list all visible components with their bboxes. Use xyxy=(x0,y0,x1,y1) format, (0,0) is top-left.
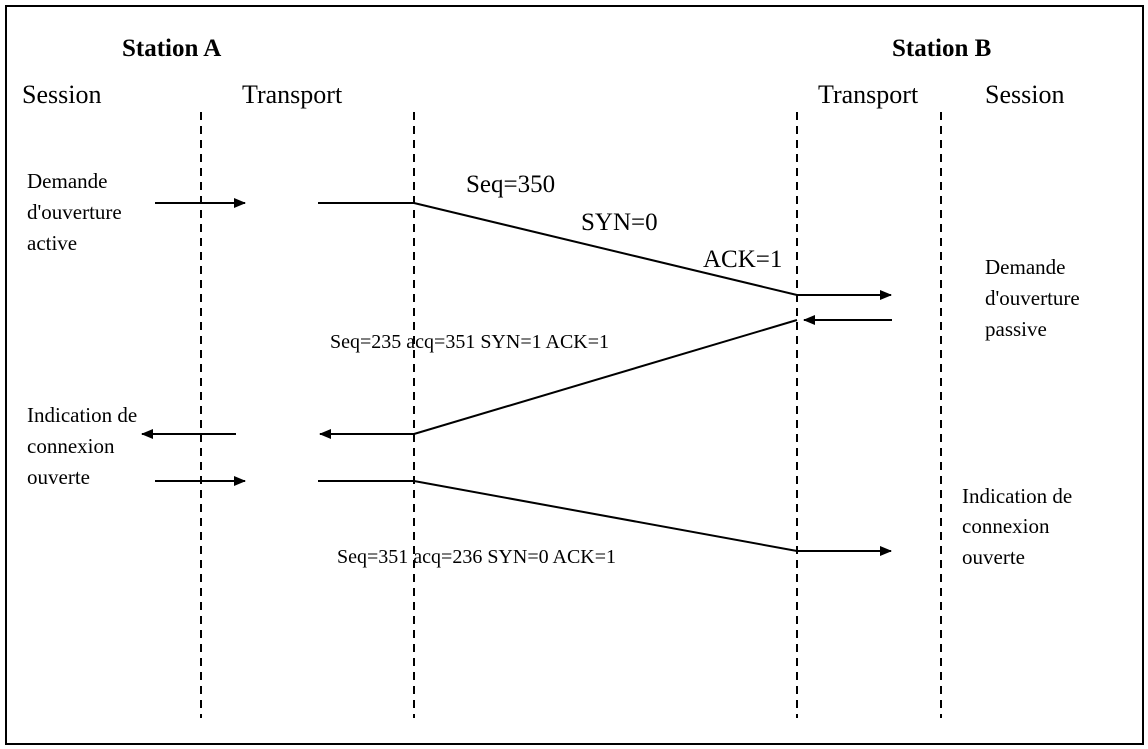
note-active-open-line3: active xyxy=(27,231,77,255)
station-a-transport-label: Transport xyxy=(242,80,343,109)
station-a-title: Station A xyxy=(122,35,221,62)
note-a-indication-line3: ouverte xyxy=(27,465,90,489)
station-a-session-label: Session xyxy=(22,80,101,109)
note-a-indication-line2: connexion xyxy=(27,434,115,458)
message-3-label: Seq=351 acq=236 SYN=0 ACK=1 xyxy=(337,546,616,568)
station-b-transport-label: Transport xyxy=(818,80,919,109)
note-active-open-line2: d'ouverture xyxy=(27,200,122,224)
note-b-indication-line1: Indication de xyxy=(962,484,1072,508)
message-1-syn: SYN=0 xyxy=(581,209,658,236)
message-1-ack: ACK=1 xyxy=(703,246,782,273)
note-b-indication-line2: connexion xyxy=(962,514,1050,538)
note-passive-open-line2: d'ouverture xyxy=(985,286,1080,310)
message-1-line xyxy=(413,202,798,296)
message-2-label: Seq=235 acq=351 SYN=1 ACK=1 xyxy=(330,331,609,353)
message-2-line xyxy=(413,319,798,435)
diagram-frame xyxy=(5,5,1144,745)
station-b-title: Station B xyxy=(892,35,991,62)
note-b-indication-line3: ouverte xyxy=(962,545,1025,569)
station-b-session-label: Session xyxy=(985,80,1064,109)
note-active-open-line1: Demande xyxy=(27,169,107,193)
note-a-indication-line1: Indication de xyxy=(27,403,137,427)
note-passive-open-line3: passive xyxy=(985,317,1047,341)
note-passive-open-line1: Demande xyxy=(985,255,1065,279)
message-3-line xyxy=(413,480,798,552)
message-1-seq: Seq=350 xyxy=(466,171,555,198)
